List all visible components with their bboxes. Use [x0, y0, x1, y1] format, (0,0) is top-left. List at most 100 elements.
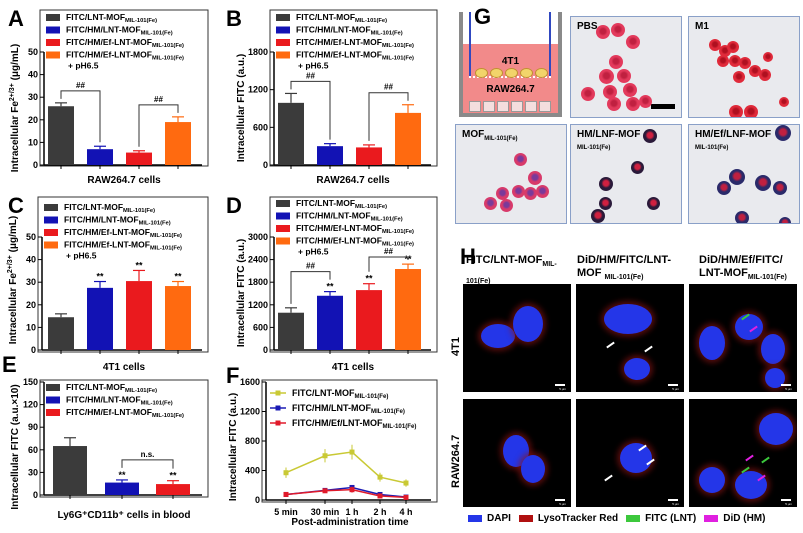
- confocal-image: 5 μm: [576, 284, 684, 392]
- panel-label-d: D: [226, 193, 242, 218]
- x-axis-title: RAW264.7 cells: [316, 175, 390, 186]
- y-tick-label: 600: [253, 322, 268, 332]
- legend-label: FITC/HM/LNT-MOFMIL-101(Fe): [66, 395, 173, 407]
- significance-stars: **: [365, 274, 373, 284]
- y-tick-label: 0: [33, 160, 38, 170]
- significance-stars: **: [169, 471, 177, 481]
- legend-swatch: [44, 216, 58, 224]
- plot-frame: [37, 196, 209, 353]
- plot-frame: [39, 379, 209, 498]
- nucleus: [765, 368, 785, 388]
- y-tick-label: 30: [26, 277, 36, 287]
- significance-stars: **: [96, 272, 104, 282]
- significance-bracket: [368, 256, 409, 272]
- stained-cell: [727, 41, 739, 53]
- legend-label: FITC/LNT-MOFMIL-101(Fe): [66, 12, 157, 24]
- nucleus: [699, 467, 725, 493]
- stained-cell: [536, 185, 549, 198]
- legend-label: FITC/HM/Ef-LNT-MOFMIL-101(Fe): [296, 37, 414, 49]
- micrograph-title: HM/Ef/LNF-MOF: [695, 129, 772, 140]
- micrograph-subtitle: MIL-101(Fe): [695, 145, 729, 151]
- schematic-raw-label: RAW264.7: [486, 84, 535, 95]
- legend-label: FITC/HM/Ef-LNT-MOFMIL-101(Fe): [66, 50, 184, 62]
- significance-bracket: [60, 90, 101, 143]
- stained-cell: [779, 217, 791, 223]
- x-axis-title: RAW264.7 cells: [87, 175, 161, 186]
- bar-2: [317, 295, 343, 350]
- legend-swatch: [704, 515, 719, 522]
- stained-cell: [496, 187, 509, 200]
- y-tick-label: 0: [33, 490, 38, 500]
- confocal-image: 5 μm: [576, 399, 684, 507]
- legend-label-suffix: + pH6.5: [298, 61, 329, 71]
- y-tick-label: 1200: [248, 300, 268, 310]
- stained-cell: [647, 197, 660, 210]
- legend-label: FITC/HM/Ef/LNT-MOFMIL-101(Fe): [292, 418, 416, 430]
- legend-label: FITC/HM/Ef-LNT-MOFMIL-101(Fe): [64, 227, 182, 239]
- nucleus: [620, 443, 652, 473]
- stained-cell: [611, 23, 625, 37]
- nucleus: [735, 314, 763, 340]
- bar-4: [165, 286, 191, 350]
- stained-cell: [643, 129, 657, 143]
- x-tick-label: 1 h: [345, 507, 358, 517]
- legend-swatch: [46, 396, 60, 404]
- legend-label: FITC/HM/LNT-MOFMIL-101(Fe): [296, 211, 403, 223]
- scale-bar: [668, 499, 678, 501]
- confocal-image: 5 μm: [689, 284, 797, 392]
- y-tick-label: 0: [31, 345, 36, 355]
- y-axis-title: Intracellular FITC (a.u.): [236, 239, 247, 347]
- x-tick-label: 2 h: [373, 507, 386, 517]
- arrow-indicator: [761, 456, 770, 464]
- y-tick-label: 400: [245, 466, 260, 476]
- data-point: [283, 470, 289, 476]
- legend-swatch: [44, 241, 58, 249]
- data-point: [322, 453, 328, 459]
- stained-cell: [729, 105, 743, 117]
- micrograph-title: PBS: [577, 21, 598, 32]
- bar-2: [87, 149, 113, 165]
- stained-cell: [729, 169, 745, 185]
- legend-label: FITC/LNT-MOFMIL-101(Fe): [296, 198, 387, 210]
- bar-3: [126, 281, 152, 350]
- legend-marker: [275, 420, 281, 426]
- panel-label-g: G: [474, 4, 492, 29]
- y-tick-label: 40: [28, 70, 38, 80]
- micrograph-title: HM/LNF-MOF: [577, 129, 641, 140]
- legend-swatch: [276, 212, 290, 220]
- stained-cell: [735, 211, 749, 223]
- stained-cell: [729, 55, 741, 67]
- y-tick-label: 10: [28, 137, 38, 147]
- data-point: [349, 449, 355, 455]
- nucleus: [759, 413, 793, 445]
- stained-cell: [626, 35, 640, 49]
- stained-cell: [596, 25, 610, 39]
- significance-bracket: [138, 104, 179, 147]
- y-tick-label: 1800: [248, 277, 268, 287]
- legend-dapi: DAPI: [468, 513, 511, 524]
- plot-frame: [269, 196, 438, 353]
- column-title-3: DiD/HM/Ef/FITC/LNT-MOFMIL-101(Fe): [699, 254, 787, 282]
- y-tick-label: 30: [28, 467, 38, 477]
- legend-swatch: [276, 39, 290, 46]
- data-point: [322, 488, 328, 494]
- stained-cell: [733, 71, 745, 83]
- y-tick-label: 90: [28, 422, 38, 432]
- significance-bracket: [121, 459, 174, 469]
- bar-2: [317, 146, 343, 165]
- scale-bar-label: 5 μm: [672, 387, 679, 391]
- y-tick-label: 3000: [248, 232, 268, 242]
- scale-bar: [668, 384, 678, 386]
- micrograph-hm-ef-lnf-mof: HM/Ef/LNF-MOF MIL-101(Fe): [688, 124, 800, 224]
- stained-cell: [779, 97, 789, 107]
- stained-cell: [617, 69, 631, 83]
- x-axis-title: Ly6G⁺CD11b⁺ cells in blood: [58, 510, 191, 521]
- bar-4: [165, 122, 191, 165]
- plot-frame: [39, 9, 209, 167]
- micrograph-pbs: PBS: [570, 16, 682, 118]
- bracket-label: ##: [384, 83, 393, 92]
- series-line: [285, 488, 407, 499]
- nucleus: [513, 306, 543, 342]
